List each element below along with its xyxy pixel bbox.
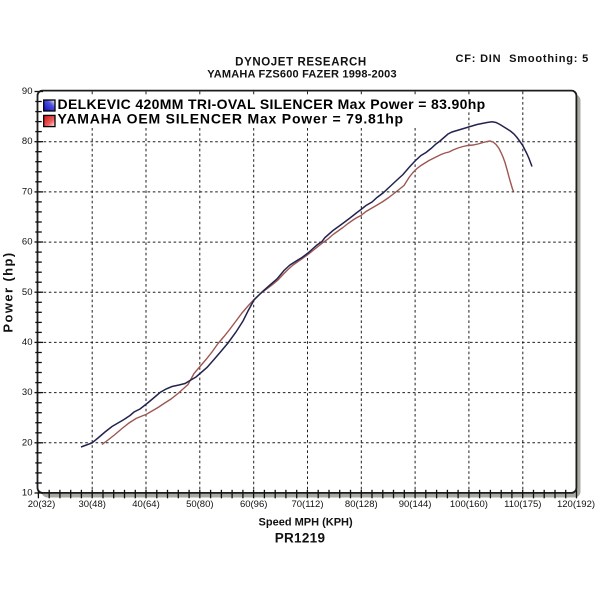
- svg-text:100(160): 100(160): [450, 499, 488, 510]
- svg-text:PR1219: PR1219: [275, 531, 326, 546]
- svg-text:40: 40: [22, 337, 33, 348]
- svg-text:120(192): 120(192): [557, 499, 595, 510]
- svg-text:YAMAHA FZS600 FAZER 1998-2003: YAMAHA FZS600 FAZER 1998-2003: [207, 69, 397, 81]
- svg-text:40(64): 40(64): [132, 499, 159, 510]
- svg-text:60: 60: [22, 237, 33, 248]
- svg-text:YAMAHA OEM SILENCER Max Power: YAMAHA OEM SILENCER Max Power = 79.81hp: [58, 110, 404, 126]
- svg-text:DYNOJET RESEARCH: DYNOJET RESEARCH: [235, 57, 367, 69]
- svg-text:50(80): 50(80): [186, 499, 213, 510]
- svg-text:60(96): 60(96): [240, 499, 267, 510]
- svg-text:20(32): 20(32): [28, 499, 55, 510]
- svg-text:90(144): 90(144): [399, 499, 432, 510]
- svg-text:10: 10: [22, 488, 33, 499]
- svg-text:Speed MPH (KPH): Speed MPH (KPH): [259, 516, 353, 528]
- svg-text:80(128): 80(128): [345, 499, 378, 510]
- svg-text:DELKEVIC 420MM TRI-OVAL SILENC: DELKEVIC 420MM TRI-OVAL SILENCER Max Pow…: [58, 96, 486, 112]
- svg-text:110(175): 110(175): [504, 499, 541, 510]
- svg-text:Power (hp): Power (hp): [1, 251, 16, 332]
- svg-text:70(112): 70(112): [291, 499, 323, 510]
- svg-text:50: 50: [22, 287, 33, 298]
- svg-text:30: 30: [22, 387, 33, 398]
- svg-text:20: 20: [22, 437, 33, 448]
- svg-text:70: 70: [22, 186, 33, 197]
- svg-text:CF: DIN Smoothing: 5: CF: DIN Smoothing: 5: [455, 53, 589, 65]
- svg-text:80: 80: [22, 136, 33, 147]
- svg-text:30(48): 30(48): [78, 499, 105, 510]
- svg-text:90: 90: [22, 86, 33, 97]
